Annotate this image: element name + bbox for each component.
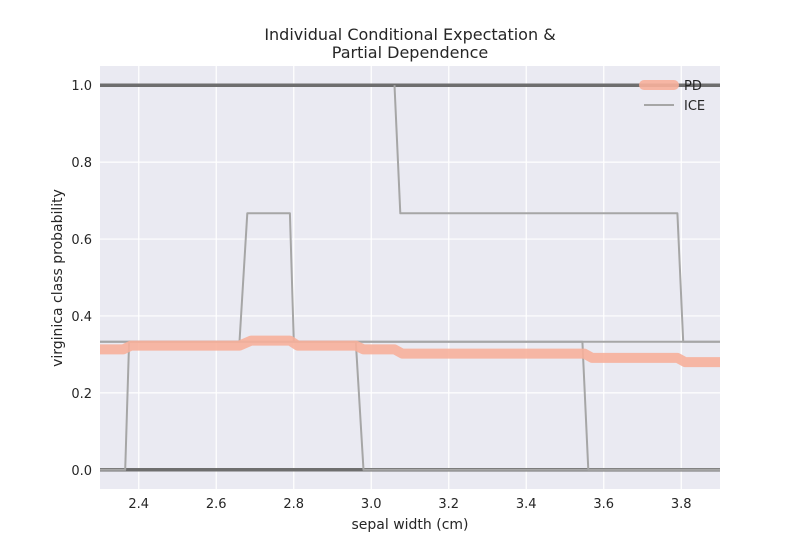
ice-line-5	[393, 85, 720, 343]
legend-label-ice: ICE	[684, 99, 705, 114]
y-tick-label: 0.2	[71, 387, 92, 402]
y-tick-label: 0.0	[71, 464, 92, 479]
y-tick-label: 0.8	[71, 156, 92, 171]
x-tick-label: 2.4	[128, 497, 149, 512]
y-axis-label: virginica class probability	[50, 189, 66, 367]
x-tick-label: 3.2	[438, 497, 459, 512]
y-tick-label: 0.6	[71, 233, 92, 248]
x-tick-label: 2.8	[283, 497, 304, 512]
x-tick-label: 3.6	[593, 497, 614, 512]
y-tick-label: 1.0	[71, 79, 92, 94]
x-axis-label: sepal width (cm)	[351, 517, 468, 533]
legend: PD ICE	[639, 79, 705, 114]
x-ticks: 2.4 2.6 2.8 3.0 3.2 3.4 3.6 3.8	[128, 497, 691, 512]
pd-line	[100, 335, 720, 368]
x-tick-label: 3.8	[671, 497, 692, 512]
pd-line-group	[100, 335, 720, 368]
y-ticks: 0.0 0.2 0.4 0.6 0.8 1.0	[71, 79, 92, 479]
chart-title-line-2: Partial Dependence	[332, 43, 488, 62]
x-tick-label: 2.6	[206, 497, 227, 512]
x-tick-label: 3.4	[516, 497, 537, 512]
y-tick-label: 0.4	[71, 310, 92, 325]
legend-label-pd: PD	[684, 79, 702, 94]
plot-area	[100, 66, 720, 489]
chart-title-line-1: Individual Conditional Expectation &	[264, 25, 555, 44]
x-tick-label: 3.0	[361, 497, 382, 512]
